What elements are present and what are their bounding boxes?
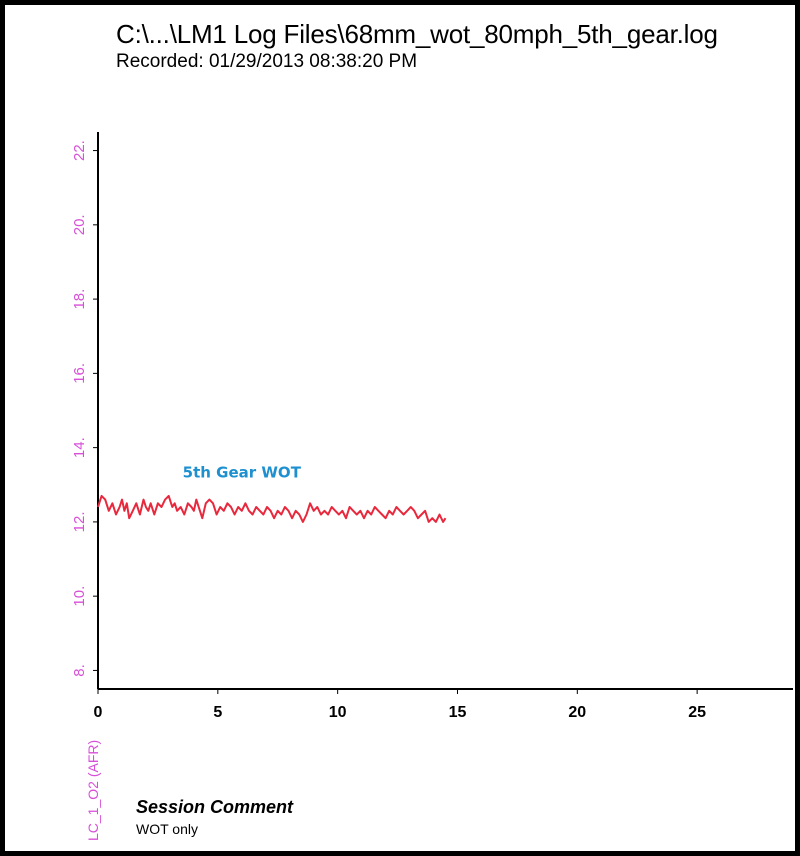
y-axis-label: LC_1_O2 (AFR) <box>85 739 101 841</box>
y-tick-label: 10. <box>71 586 88 607</box>
y-axis-ticks: 8. 10. 12. 14. 16. 18. 20. 22. <box>71 140 98 677</box>
y-tick-label: 12. <box>71 511 88 532</box>
y-tick-label: 18. <box>71 289 88 310</box>
x-tick-label: 15 <box>449 704 467 721</box>
x-tick-label: 20 <box>568 704 586 721</box>
axes <box>97 132 793 690</box>
y-tick-label: 8. <box>71 664 88 677</box>
session-comment-text: WOT only <box>136 821 198 837</box>
session-comment-heading: Session Comment <box>136 797 294 817</box>
x-tick-label: 10 <box>329 704 347 721</box>
recorded-timestamp: Recorded: 01/29/2013 08:38:20 PM <box>116 51 418 72</box>
y-tick-label: 22. <box>71 140 88 161</box>
series-annotation-label: 5th Gear WOT <box>183 463 302 481</box>
afr-series-line <box>97 494 447 523</box>
x-tick-label: 25 <box>688 704 706 721</box>
annotations: 5th Gear WOT <box>183 463 302 481</box>
x-axis-ticks: 0 5 10 15 20 25 <box>94 689 706 721</box>
series-group <box>97 494 447 523</box>
x-tick-label: 5 <box>213 704 222 721</box>
y-tick-label: 20. <box>71 214 88 235</box>
y-tick-label: 14. <box>71 437 88 458</box>
afr-line-chart: 8. 10. 12. 14. 16. 18. 20. 22. 0 5 10 15 20 25 5th G… <box>71 132 793 721</box>
x-tick-label: 0 <box>94 704 103 721</box>
y-tick-label: 16. <box>71 363 88 384</box>
log-file-title: C:\...\LM1 Log Files\68mm_wot_80mph_5th_… <box>116 19 718 49</box>
